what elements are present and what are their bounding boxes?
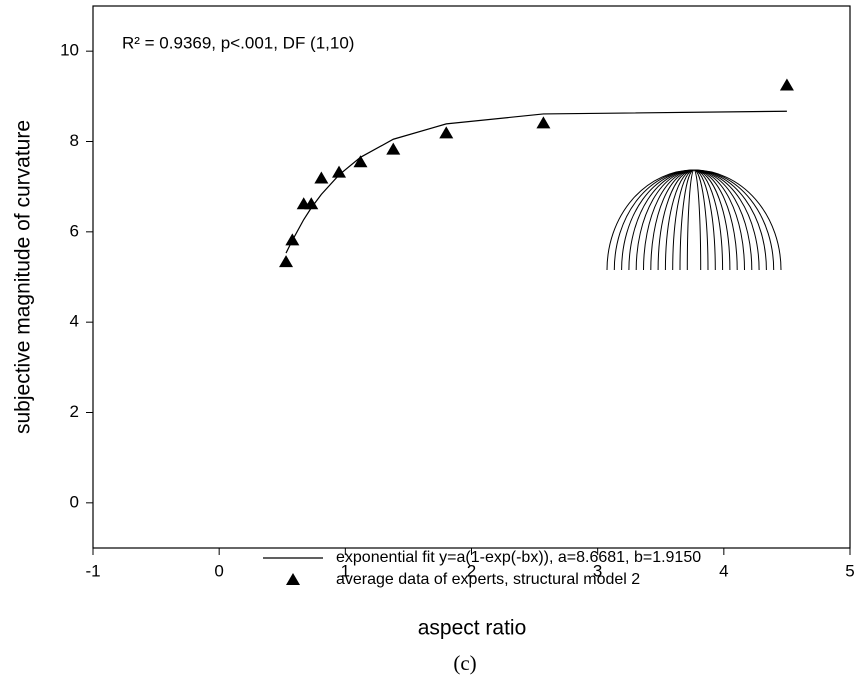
x-tick-label: 2 [467, 561, 476, 580]
y-tick-label: 10 [60, 41, 79, 60]
inset-arc [693, 169, 745, 271]
y-tick-label: 0 [70, 492, 79, 511]
inset-arc [664, 169, 695, 271]
legend-label: exponential fit y=a(1-exp(-bx)), a=8.668… [336, 549, 701, 566]
data-point [779, 78, 794, 91]
data-point [279, 255, 294, 268]
inset-arc [693, 169, 738, 271]
inset-arc [686, 169, 695, 271]
caption: (c) [453, 651, 476, 675]
data-point [439, 126, 454, 139]
x-axis-label: aspect ratio [418, 617, 527, 640]
inset-arc [672, 169, 695, 271]
plot-frame [92, 5, 851, 549]
inset-arc [643, 169, 695, 271]
annotation: R² = 0.9369, p<.001, DF (1,10) [122, 33, 354, 52]
inset-arc [693, 169, 702, 271]
data-point [332, 165, 347, 178]
y-axis-label: subjective magnitude of curvature [12, 120, 35, 434]
inset-arc [693, 169, 716, 271]
inset-arc [679, 169, 695, 271]
data-point [314, 171, 329, 184]
data-point [386, 142, 401, 155]
data-point [304, 197, 319, 210]
inset-arc [693, 169, 731, 271]
x-tick-label: -1 [85, 561, 100, 580]
inset-arc [693, 169, 753, 271]
inset-arc [657, 169, 695, 271]
x-tick-label: 1 [341, 561, 350, 580]
legend-marker [286, 573, 300, 585]
y-tick-label: 2 [70, 402, 79, 421]
inset-arc [693, 169, 760, 271]
x-tick-label: 3 [593, 561, 602, 580]
legend-label: average data of experts, structural mode… [336, 571, 640, 588]
data-point [285, 233, 300, 246]
y-tick-label: 6 [70, 221, 79, 240]
x-tick-label: 4 [719, 561, 728, 580]
x-tick-label: 0 [214, 561, 223, 580]
inset-arc [628, 169, 695, 271]
inset-arcs [606, 169, 782, 271]
inset-arc [635, 169, 695, 271]
data-point [536, 116, 551, 129]
data-point [353, 155, 368, 168]
x-tick-label: 5 [845, 561, 854, 580]
inset-arc [650, 169, 695, 271]
inset-arc [693, 169, 709, 271]
y-tick-label: 8 [70, 131, 79, 150]
y-tick-label: 4 [70, 312, 79, 331]
inset-arc [693, 169, 724, 271]
